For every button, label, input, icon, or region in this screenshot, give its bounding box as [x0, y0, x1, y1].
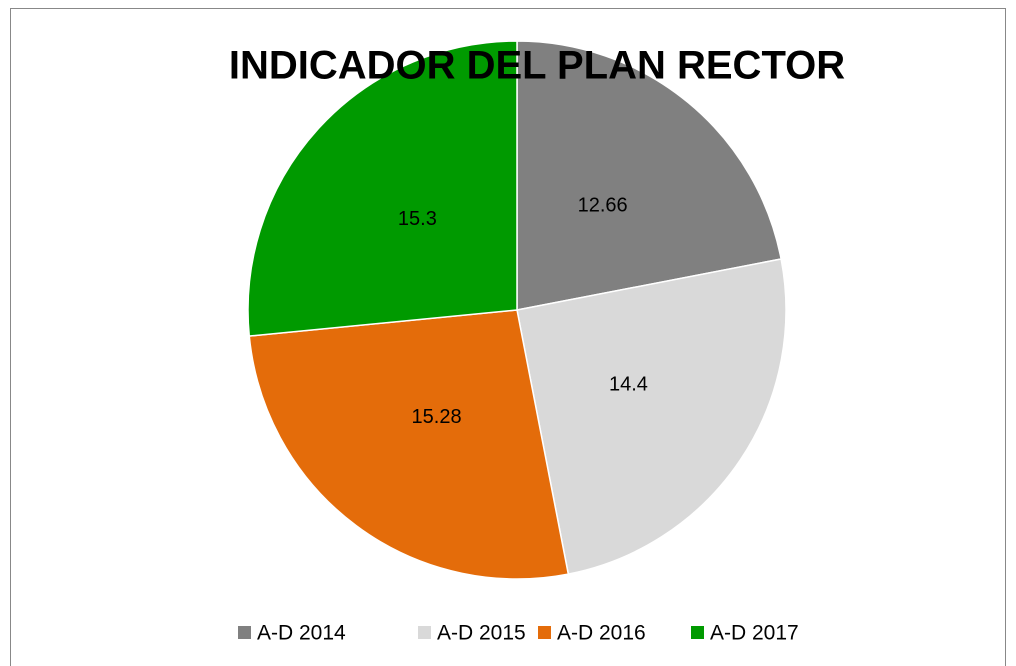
data-label: 12.66 — [578, 195, 628, 217]
legend-swatch — [418, 626, 431, 639]
chart-title: INDICADOR DEL PLAN RECTOR — [229, 44, 845, 88]
legend-swatch — [238, 626, 251, 639]
pie-slice — [516, 40, 782, 311]
pie-slice — [247, 40, 518, 337]
data-label: 14.4 — [609, 374, 648, 396]
legend-label: A-D 2014 — [257, 622, 346, 645]
legend-swatch — [538, 626, 551, 639]
legend-swatch — [691, 626, 704, 639]
chart-frame — [10, 8, 1006, 666]
pie-slice — [248, 309, 570, 580]
data-label: 15.28 — [412, 406, 462, 428]
legend-label: A-D 2016 — [557, 622, 646, 645]
legend-label: A-D 2017 — [710, 622, 799, 645]
pie-slice — [516, 258, 787, 575]
data-label: 15.3 — [398, 208, 437, 230]
legend-label: A-D 2015 — [437, 622, 526, 645]
